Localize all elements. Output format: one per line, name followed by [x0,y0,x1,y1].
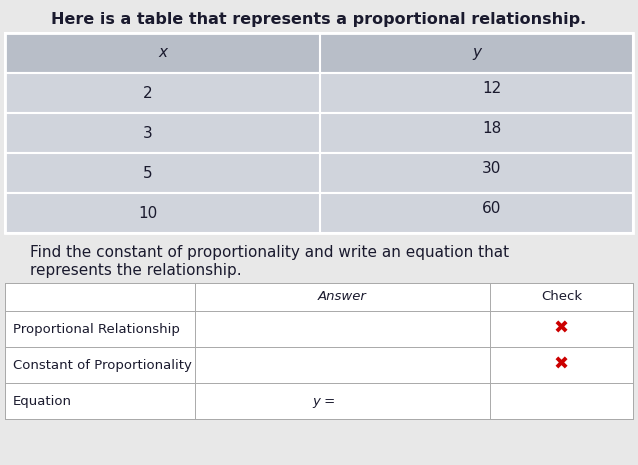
Bar [5,383,633,419]
Text: Check: Check [541,291,582,304]
Text: y =: y = [313,394,336,407]
Text: 2: 2 [143,86,152,100]
Text: Constant of Proportionality: Constant of Proportionality [13,359,192,372]
Bar [5,193,633,233]
Bar [5,283,633,419]
Text: ✖: ✖ [554,356,569,374]
Bar [5,33,633,73]
Text: Here is a table that represents a proportional relationship.: Here is a table that represents a propor… [52,12,586,27]
Text: Find the constant of proportionality and write an equation that: Find the constant of proportionality and… [30,245,509,260]
Bar [5,113,633,153]
Bar [5,283,633,311]
Text: 5: 5 [143,166,152,180]
Text: ✖: ✖ [554,320,569,338]
Text: 60: 60 [482,201,501,216]
Bar [5,311,633,347]
Text: Equation: Equation [13,394,72,407]
Bar [5,153,633,193]
Bar [5,33,633,233]
Bar [5,73,633,113]
Text: Answer: Answer [318,291,367,304]
Bar [5,347,633,383]
Text: x: x [158,46,167,60]
Text: Proportional Relationship: Proportional Relationship [13,323,180,336]
Text: represents the relationship.: represents the relationship. [30,263,242,278]
Text: 12: 12 [482,81,501,96]
Text: 3: 3 [143,126,152,140]
Text: 18: 18 [482,121,501,136]
Text: y: y [472,46,481,60]
Text: 10: 10 [138,206,157,220]
Text: 30: 30 [482,161,501,176]
